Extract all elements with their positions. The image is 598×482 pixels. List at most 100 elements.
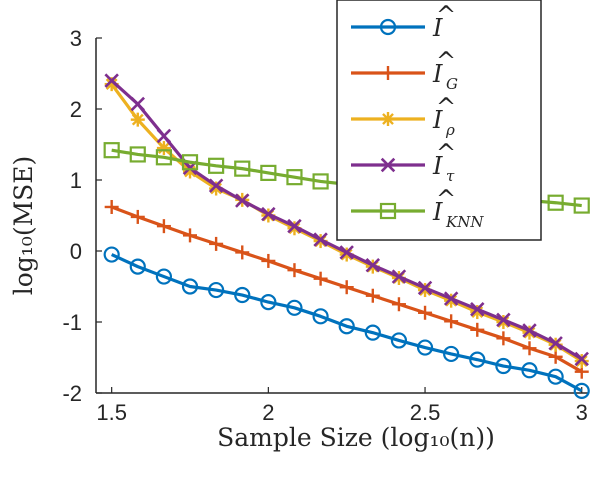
marker-stroke (235, 193, 250, 208)
marker-stroke (380, 157, 396, 173)
data-point (261, 253, 276, 268)
marker-stroke (340, 248, 353, 261)
x-tick-label: 2 (262, 400, 274, 425)
marker-stroke (105, 78, 118, 91)
data-point (573, 382, 590, 399)
y-tick-label: -2 (62, 381, 82, 406)
series-0 (103, 246, 590, 399)
data-point (339, 245, 354, 260)
data-point (548, 349, 563, 364)
data-point (181, 278, 199, 295)
data-point (443, 345, 460, 363)
legend-entry: ^I KNN (351, 185, 484, 231)
data-point (260, 164, 277, 181)
data-point (103, 142, 120, 159)
data-point (573, 197, 590, 214)
legend-swatch-marker (380, 157, 396, 173)
data-point (130, 112, 145, 127)
data-point (235, 245, 250, 260)
y-axis-label: log₁₀(MSE) (9, 156, 38, 296)
data-point (104, 199, 119, 214)
data-point (522, 323, 537, 338)
legend-swatch-marker (381, 66, 395, 80)
y-tick-label: 0 (70, 239, 82, 264)
data-point (129, 258, 146, 275)
data-point (156, 219, 171, 234)
data-point (548, 336, 563, 351)
legend-label-sub: G (446, 75, 458, 93)
legend-entry: ^I ρ (351, 93, 456, 139)
data-point (156, 141, 171, 156)
legend-label-sub: ρ (445, 121, 455, 139)
data-point (104, 73, 119, 88)
data-point (312, 173, 329, 190)
data-point (470, 302, 485, 317)
axes: 1.5 2 2.5 3 -2 -1 0 1 2 3 (62, 26, 588, 425)
marker-stroke (208, 178, 224, 193)
data-point (338, 318, 355, 335)
legend-label: I (432, 198, 443, 226)
legend-hat: ^ (436, 47, 456, 75)
data-point (183, 228, 198, 243)
data-point (418, 305, 433, 320)
legend-hat: ^ (436, 139, 456, 167)
y-tick-label: -1 (62, 310, 82, 335)
legend-swatch-marker (381, 112, 395, 126)
data-point (339, 280, 354, 295)
legend: ^I^I G^I ρ^I τ^I KNN (336, 0, 542, 241)
legend-swatch-marker (379, 202, 397, 220)
marker-stroke (261, 206, 276, 222)
marker-stroke (391, 269, 407, 284)
y-tick-label: 3 (70, 26, 82, 51)
marker-stroke (417, 280, 433, 296)
data-point (312, 308, 329, 325)
data-point (261, 206, 276, 222)
data-point (574, 354, 589, 369)
data-point (495, 357, 512, 375)
legend-entry: ^I (351, 1, 456, 42)
marker-stroke (497, 316, 510, 328)
data-point (522, 341, 537, 356)
y-tick-label: 2 (70, 97, 82, 122)
marker-stroke (471, 306, 484, 318)
legend-hat: ^ (436, 1, 456, 29)
data-point (547, 368, 564, 385)
data-point (209, 236, 224, 251)
data-point (130, 209, 145, 224)
data-point (156, 128, 172, 144)
data-point (181, 154, 199, 171)
data-point (260, 294, 277, 311)
marker-stroke (470, 302, 485, 317)
data-point (130, 96, 145, 112)
marker-stroke (574, 351, 589, 367)
series-1 (104, 199, 589, 379)
data-point (416, 339, 434, 356)
marker-stroke (156, 128, 172, 144)
data-point (208, 157, 225, 174)
data-point (286, 299, 303, 316)
data-point (234, 286, 251, 304)
data-point (470, 322, 485, 337)
data-point (155, 268, 173, 285)
marker-stroke (158, 142, 170, 154)
data-point (496, 331, 511, 346)
data-point (287, 263, 302, 278)
data-point (574, 351, 589, 367)
marker-stroke (523, 326, 536, 339)
marker-stroke (496, 312, 511, 328)
legend-label: I (432, 106, 443, 134)
legend-hat: ^ (436, 185, 456, 213)
data-point (208, 281, 225, 299)
x-tick-label: 1.5 (96, 400, 127, 425)
data-point (521, 362, 538, 379)
data-point (155, 149, 173, 166)
y-tick-label: 1 (70, 168, 82, 193)
x-axis-label: Sample Size (log₁₀(n)) (217, 423, 495, 452)
legend-label-sub: τ (446, 167, 455, 185)
marker-stroke (313, 232, 328, 247)
data-point (235, 193, 250, 208)
marker-stroke (339, 245, 354, 260)
data-point (391, 297, 406, 312)
marker-stroke (548, 336, 563, 351)
data-point (313, 232, 328, 247)
